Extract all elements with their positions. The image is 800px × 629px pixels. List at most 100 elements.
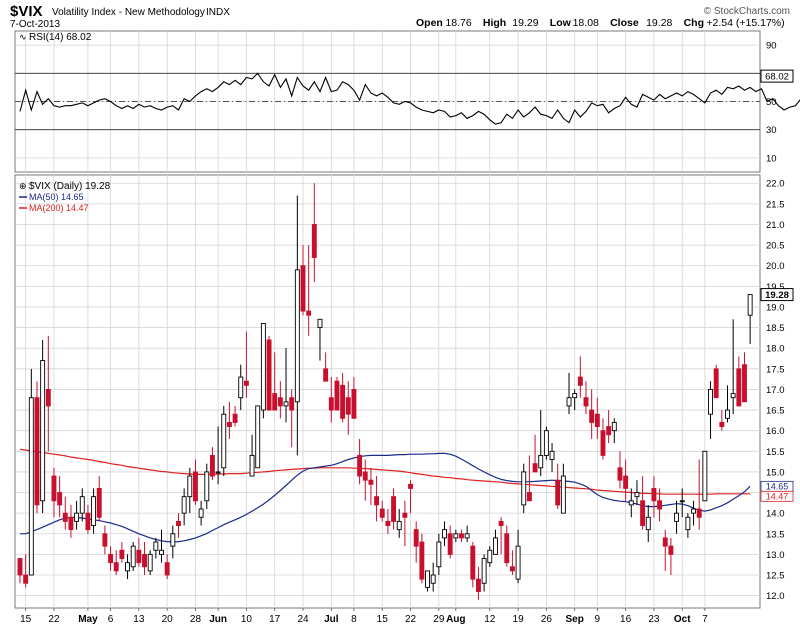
price-tick-label: 19.5	[766, 282, 785, 293]
price-current-tag: 19.28	[760, 288, 794, 302]
candle-body	[96, 487, 102, 518]
candle-body	[606, 426, 612, 436]
candle-body	[634, 492, 640, 498]
candle	[487, 546, 493, 567]
candle-body	[362, 471, 368, 481]
candle	[232, 405, 238, 427]
candle	[266, 335, 272, 411]
x-tick-label: 6	[108, 614, 114, 625]
price-tick-label: 13.0	[766, 550, 785, 561]
candle-body	[260, 323, 266, 411]
price-current-value: 19.28	[765, 290, 789, 301]
candle-body	[481, 558, 487, 584]
candle-body	[657, 500, 663, 510]
price-tick-label: 22.0	[766, 179, 785, 190]
candle-body	[323, 368, 329, 382]
candle	[555, 463, 561, 510]
candle	[28, 368, 34, 576]
candle	[79, 488, 85, 522]
candle	[702, 450, 708, 502]
candle	[294, 195, 300, 456]
quote-label-chg: Chg	[684, 17, 704, 29]
candle	[306, 245, 312, 336]
x-tick-label: 26	[541, 614, 553, 625]
candle-body	[238, 376, 244, 399]
candle-body	[153, 541, 159, 551]
candle-body	[498, 520, 504, 526]
x-tick-label: 8	[351, 614, 357, 625]
candle	[657, 488, 663, 522]
candle	[385, 509, 391, 534]
candle-body	[187, 475, 193, 498]
rsi-y-axis: 1030507090	[766, 41, 777, 165]
quote-label-close: Close	[610, 17, 639, 29]
candle	[600, 418, 606, 460]
price-tick-label: 17.0	[766, 385, 785, 396]
candle-body	[419, 541, 425, 580]
candle-body	[159, 549, 164, 555]
x-tick-label: 22	[48, 614, 60, 625]
candle-body	[113, 562, 119, 572]
quote-line: Open 18.76 High 19.29 Low 18.08 Close 19.28 Chg +…	[416, 17, 785, 29]
candle	[17, 558, 23, 584]
candle	[57, 476, 63, 518]
price-tick-label: 15.0	[766, 467, 785, 478]
candle-body	[368, 479, 374, 485]
candle	[730, 319, 736, 415]
candle-body	[226, 421, 232, 428]
candle	[606, 410, 612, 444]
price-tick-label: 19.0	[766, 302, 785, 313]
candle	[125, 554, 130, 580]
candle-body	[719, 421, 725, 428]
rsi-current-value: 68.02	[765, 72, 789, 83]
candle-body	[74, 512, 80, 522]
candle	[425, 570, 430, 592]
candle	[532, 434, 538, 473]
candle	[45, 335, 51, 452]
price-legend: ⊕ $VIX (Daily) 19.28 MA(50) 14.65 MA(200…	[19, 181, 111, 213]
candle	[713, 364, 719, 399]
candle	[108, 546, 114, 571]
candle-body	[492, 537, 498, 555]
candle-body	[221, 413, 227, 469]
rsi-panel: 1030507090 68.02 RSI(14) 68.02 ∿	[14, 30, 800, 173]
candle-body	[651, 487, 657, 502]
candle	[736, 356, 742, 407]
ma50-legend: MA(50) 14.65	[29, 192, 84, 202]
candle	[113, 550, 119, 576]
x-tick-label: 24	[297, 614, 309, 625]
candle-body	[232, 413, 238, 423]
x-tick-label: 20	[162, 614, 174, 625]
candle	[560, 463, 566, 514]
candle-body	[408, 483, 413, 489]
candle-body	[391, 496, 397, 522]
candle	[187, 467, 193, 514]
candle	[204, 463, 210, 510]
candle-body	[277, 397, 283, 407]
candle	[430, 562, 436, 592]
candle	[436, 533, 442, 576]
candle-body	[385, 520, 391, 526]
candle-body	[572, 393, 578, 399]
candlesticks	[17, 183, 753, 600]
candle	[159, 529, 164, 563]
ma50-current-value: 14.65	[766, 481, 789, 491]
candle	[170, 525, 176, 559]
price-tick-label: 18.0	[766, 344, 785, 355]
candle	[181, 488, 187, 526]
candle-body	[640, 500, 646, 526]
candle-body	[45, 388, 51, 407]
x-tick-label: 15	[20, 614, 32, 625]
candle-body	[713, 368, 719, 399]
candle-body	[17, 558, 23, 576]
candle	[526, 455, 532, 502]
candle	[594, 397, 600, 439]
candle-body	[453, 533, 459, 539]
ma200-current-value: 14.47	[766, 491, 789, 501]
price-tick-label: 17.5	[766, 364, 785, 375]
candle	[708, 381, 713, 439]
candle-body	[702, 450, 708, 502]
price-tick-label: 16.0	[766, 426, 785, 437]
candle	[572, 389, 578, 411]
candle-body	[538, 454, 544, 469]
